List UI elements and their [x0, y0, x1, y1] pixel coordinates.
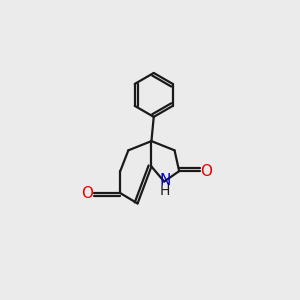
- Text: O: O: [81, 186, 93, 201]
- Text: N: N: [160, 173, 171, 188]
- Text: O: O: [200, 164, 212, 178]
- Text: H: H: [160, 184, 170, 198]
